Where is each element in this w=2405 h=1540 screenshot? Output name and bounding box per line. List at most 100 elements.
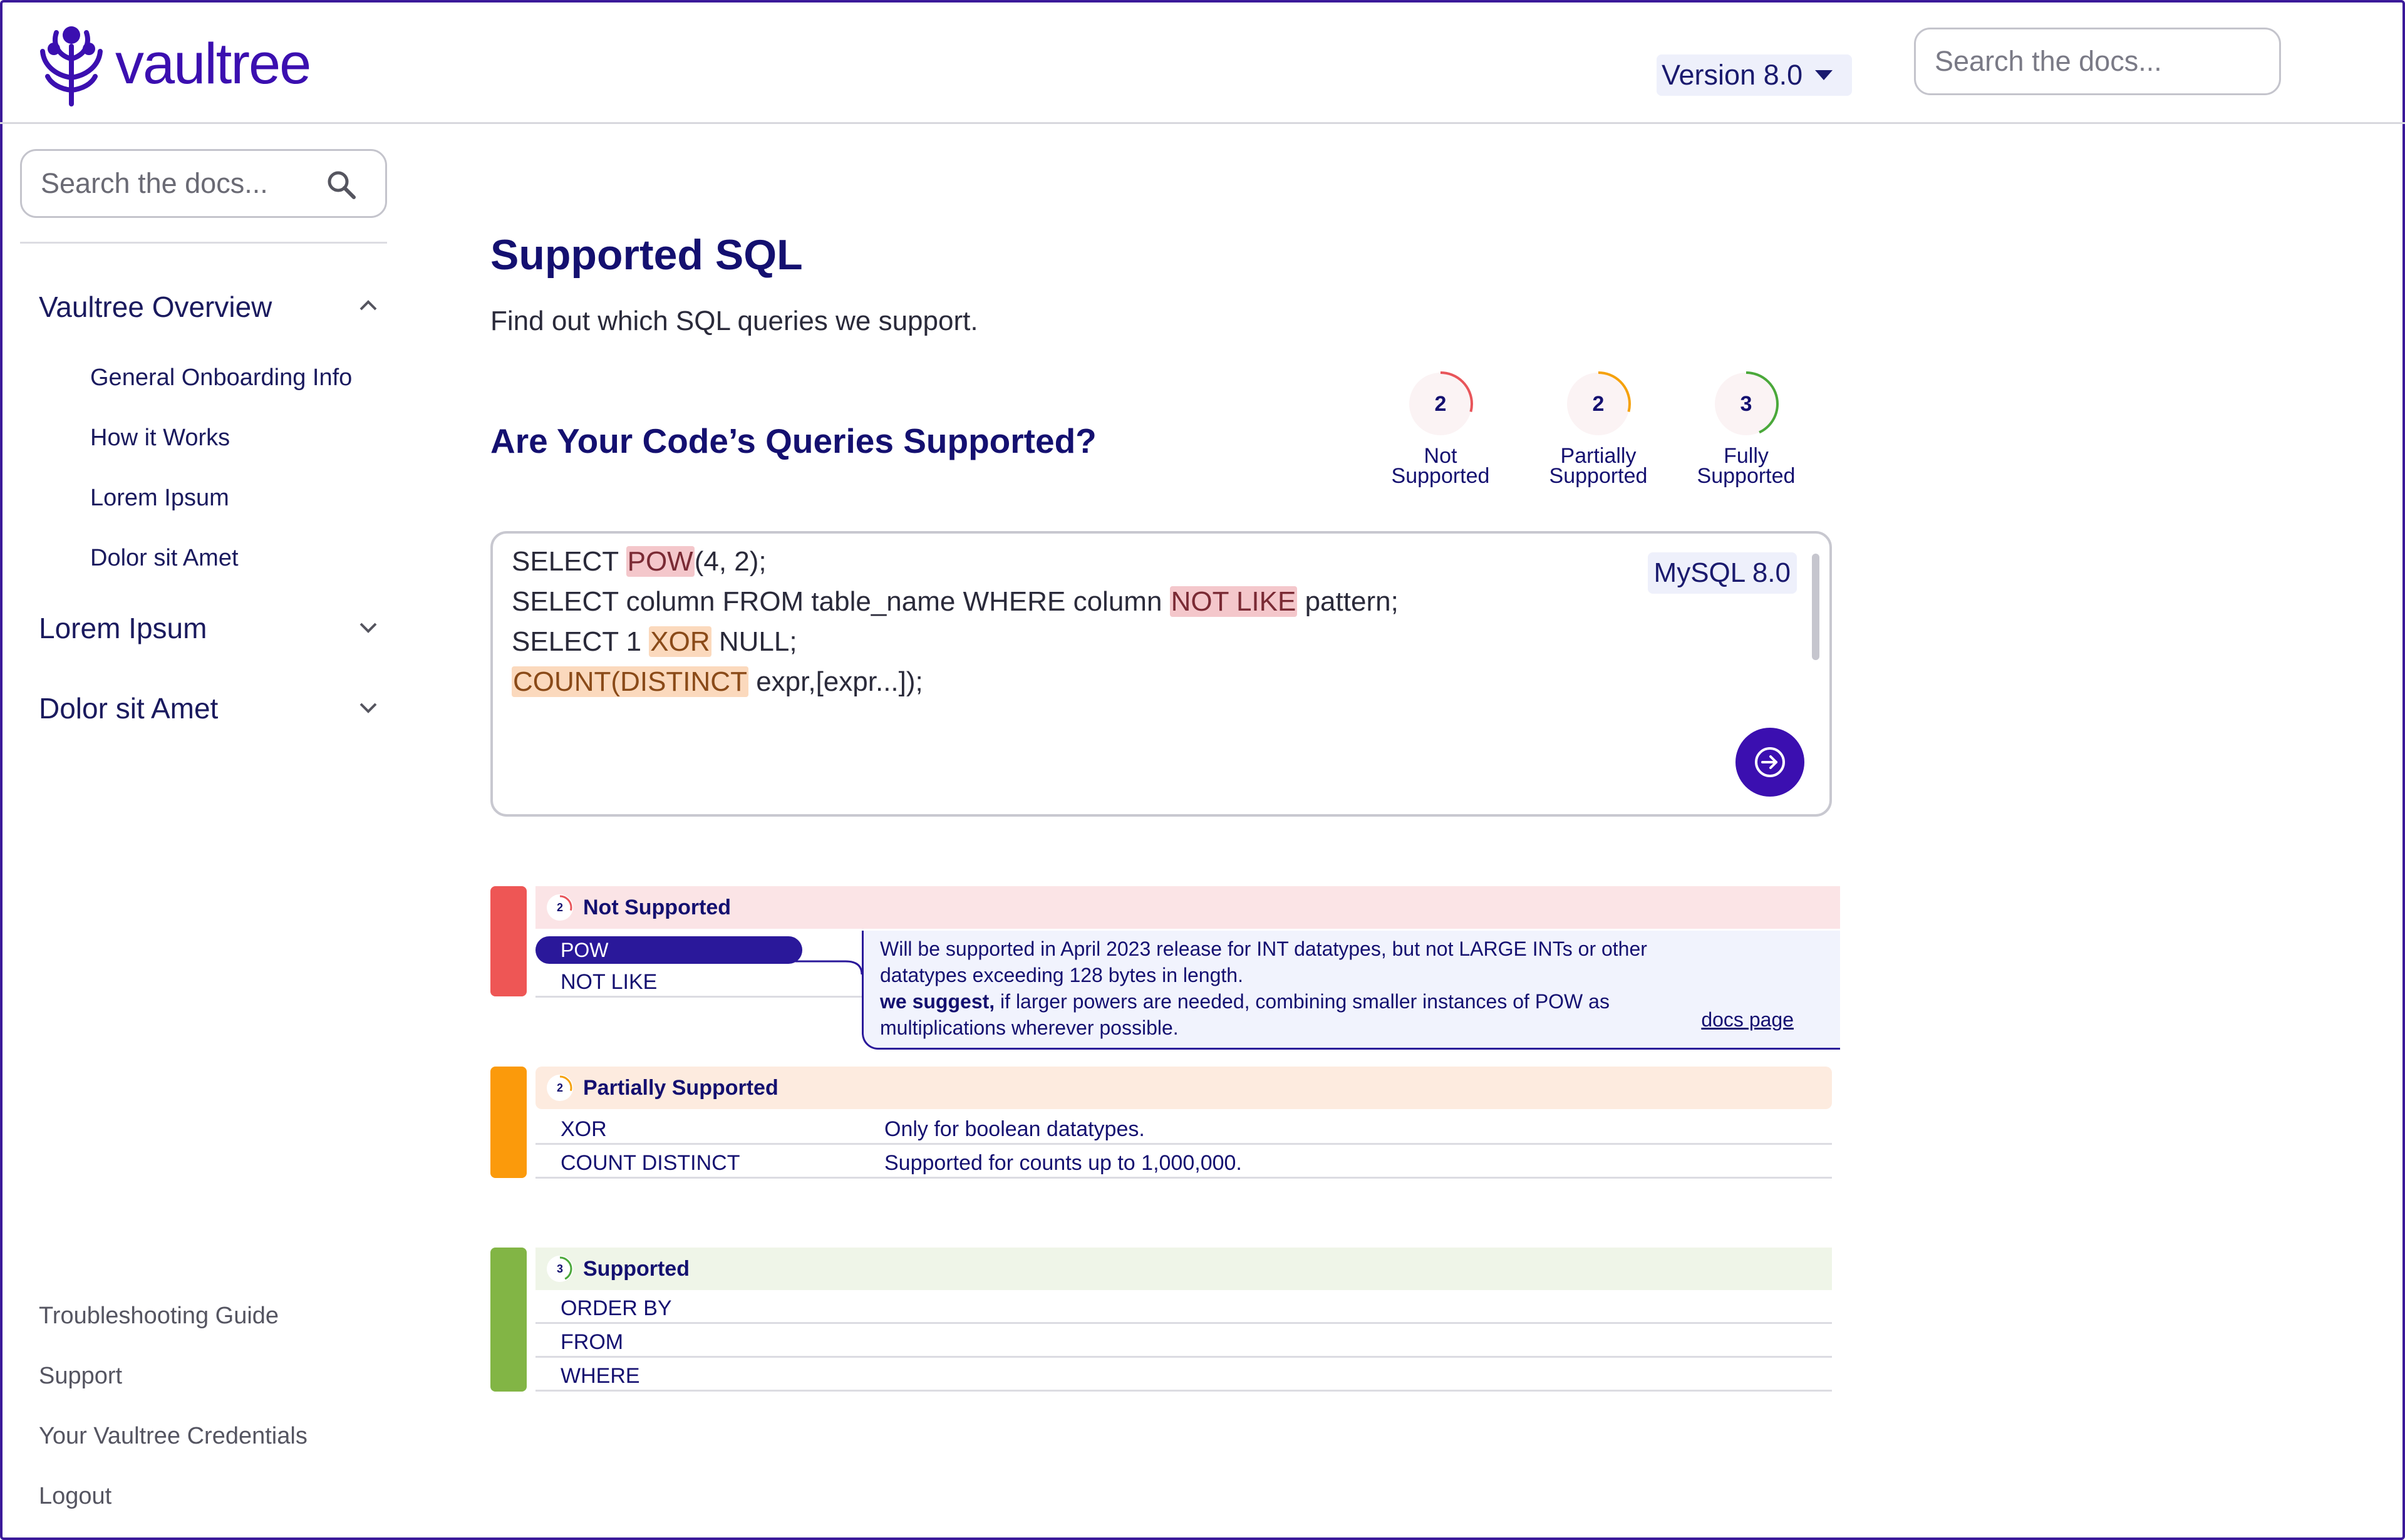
not-supported-header[interactable]: 2 Not Supported (535, 886, 1840, 929)
result-row-where[interactable]: WHERE (535, 1358, 1832, 1392)
sidebar-section-label: Vaultree Overview (39, 291, 272, 323)
vaultree-logo-icon (40, 26, 103, 106)
section-count: 3 (556, 1262, 563, 1275)
result-item-label: NOT LIKE (561, 970, 658, 994)
progress-ring-icon (1714, 371, 1779, 437)
sidebar-item-general-onboarding-info[interactable]: General Onboarding Info (90, 364, 352, 391)
result-item-pow[interactable]: POW (535, 936, 802, 964)
sidebar-section-vaultree-overview[interactable]: Vaultree Overview (39, 290, 272, 324)
sidebar-section-label: Lorem Ipsum (39, 612, 207, 644)
header-search-input[interactable]: Search the docs... (1914, 28, 2281, 95)
count-ring-icon: 2 (547, 894, 573, 921)
pow-detail-tooltip: Will be supported in April 2023 release … (862, 931, 1840, 1050)
sql-dialect-badge[interactable]: MySQL 8.0 (1647, 552, 1797, 594)
stat-count: 2 (1592, 391, 1605, 416)
chevron-down-icon[interactable] (357, 700, 380, 715)
section-count: 2 (556, 1081, 563, 1094)
ring-background (1409, 373, 1472, 435)
result-row-xor[interactable]: XOR Only for boolean datatypes. (535, 1111, 1832, 1145)
editor-scrollbar[interactable] (1812, 554, 1819, 660)
not-supported-color-bar (490, 886, 527, 996)
tooltip-connector (795, 960, 863, 974)
stat-count: 3 (1740, 391, 1752, 416)
result-item-label: POW (561, 938, 609, 961)
chevron-down-icon[interactable] (357, 620, 380, 635)
query-heading: Are Your Code’s Queries Supported? (490, 421, 1097, 460)
stat-count: 2 (1434, 391, 1447, 416)
caret-down-icon (1815, 70, 1833, 80)
code-line: SELECT 1 XOR NULL; (512, 626, 797, 657)
sidebar-item-lorem-ipsum[interactable]: Lorem Ipsum (90, 485, 229, 512)
code-line: SELECT column FROM table_name WHERE colu… (512, 586, 1399, 617)
submit-query-button[interactable] (1735, 728, 1804, 797)
section-count: 2 (556, 901, 563, 914)
section-title: Not Supported (583, 895, 732, 919)
result-item-label: FROM (561, 1330, 624, 1354)
sidebar-item-dolor-sit-amet[interactable]: Dolor sit Amet (90, 545, 239, 572)
stat-partially-supported: 2 Partially Supported (1536, 369, 1661, 488)
result-item-label: XOR (561, 1117, 607, 1141)
count-ring-icon: 3 (547, 1256, 573, 1282)
highlight-partially-supported[interactable]: COUNT(DISTINCT (512, 666, 748, 697)
sidebar-item-how-it-works[interactable]: How it Works (90, 425, 230, 452)
result-item-note: Only for boolean datatypes. (884, 1117, 1145, 1141)
sidebar-divider (20, 242, 387, 244)
highlight-not-supported[interactable]: POW (626, 546, 695, 577)
sidebar-item-label: General Onboarding Info (90, 364, 353, 391)
supported-header[interactable]: 3 Supported (535, 1248, 1832, 1290)
sidebar-item-label: Lorem Ipsum (90, 485, 229, 511)
highlight-not-supported[interactable]: NOT LIKE (1169, 586, 1298, 617)
supported-color-bar (490, 1248, 527, 1392)
ring-progress-arc (1714, 371, 1779, 437)
result-row-order-by[interactable]: ORDER BY (535, 1290, 1832, 1324)
section-title: Partially Supported (583, 1075, 778, 1100)
sidebar-item-label: Dolor sit Amet (90, 545, 239, 571)
partially-supported-header[interactable]: 2 Partially Supported (535, 1067, 1832, 1109)
header-search-placeholder: Search the docs... (1935, 45, 2162, 77)
stat-label-line2: Supported (1549, 464, 1648, 488)
page-title: Supported SQL (490, 231, 803, 279)
result-item-label: ORDER BY (561, 1296, 672, 1320)
progress-ring-icon (1408, 371, 1473, 437)
docs-page-link[interactable]: docs page (1701, 1008, 1794, 1031)
footer-link-troubleshooting[interactable]: Troubleshooting Guide (39, 1303, 279, 1329)
ring-background (1567, 373, 1630, 435)
arrow-right-icon (1755, 747, 1785, 777)
result-item-label: COUNT DISTINCT (561, 1151, 740, 1175)
partially-supported-color-bar (490, 1067, 527, 1178)
ring-progress-arc (1408, 371, 1473, 437)
footer-link-support[interactable]: Support (39, 1363, 123, 1389)
sidebar-search-input[interactable]: Search the docs... (20, 149, 387, 218)
ring-background (1715, 373, 1777, 435)
footer-link-logout[interactable]: Logout (39, 1483, 112, 1509)
sidebar-item-label: How it Works (90, 425, 230, 451)
progress-ring-icon (1566, 371, 1631, 437)
tooltip-suggestion: if larger powers are needed, combining s… (880, 990, 1610, 1039)
search-icon[interactable] (325, 168, 358, 201)
highlight-partially-supported[interactable]: XOR (649, 626, 711, 657)
ring-progress-arc (1566, 371, 1631, 437)
sidebar-section-label: Dolor sit Amet (39, 692, 219, 725)
section-title: Supported (583, 1256, 690, 1281)
top-bar: vaultree Version 8.0 Search the docs... (0, 0, 2405, 124)
result-item-not-like[interactable]: NOT LIKE (535, 964, 862, 998)
version-select[interactable]: Version 8.0 (1657, 54, 1852, 96)
result-row-from[interactable]: FROM (535, 1324, 1832, 1358)
sidebar-section-dolor-sit-amet[interactable]: Dolor sit Amet (39, 691, 218, 725)
stat-label-line1: Partially (1560, 444, 1637, 468)
result-item-note: Supported for counts up to 1,000,000. (884, 1151, 1242, 1175)
tooltip-description: Will be supported in April 2023 release … (880, 938, 1647, 986)
stat-not-supported: 2 Not Supported (1378, 369, 1503, 487)
result-item-label: WHERE (561, 1364, 640, 1388)
stat-label-line1: Fully (1724, 444, 1769, 468)
code-line: SELECT POW(4, 2); (512, 546, 767, 577)
count-ring-icon: 2 (547, 1075, 573, 1101)
brand-logo[interactable]: vaultree (39, 21, 311, 106)
chevron-up-icon[interactable] (357, 298, 380, 313)
version-label: Version 8.0 (1662, 59, 1803, 91)
sidebar-section-lorem-ipsum[interactable]: Lorem Ipsum (39, 611, 207, 645)
result-row-count-distinct[interactable]: COUNT DISTINCT Supported for counts up t… (535, 1145, 1832, 1179)
sql-query-editor[interactable]: SELECT POW(4, 2); SELECT column FROM tab… (490, 531, 1832, 817)
footer-link-credentials[interactable]: Your Vaultree Credentials (39, 1423, 308, 1449)
